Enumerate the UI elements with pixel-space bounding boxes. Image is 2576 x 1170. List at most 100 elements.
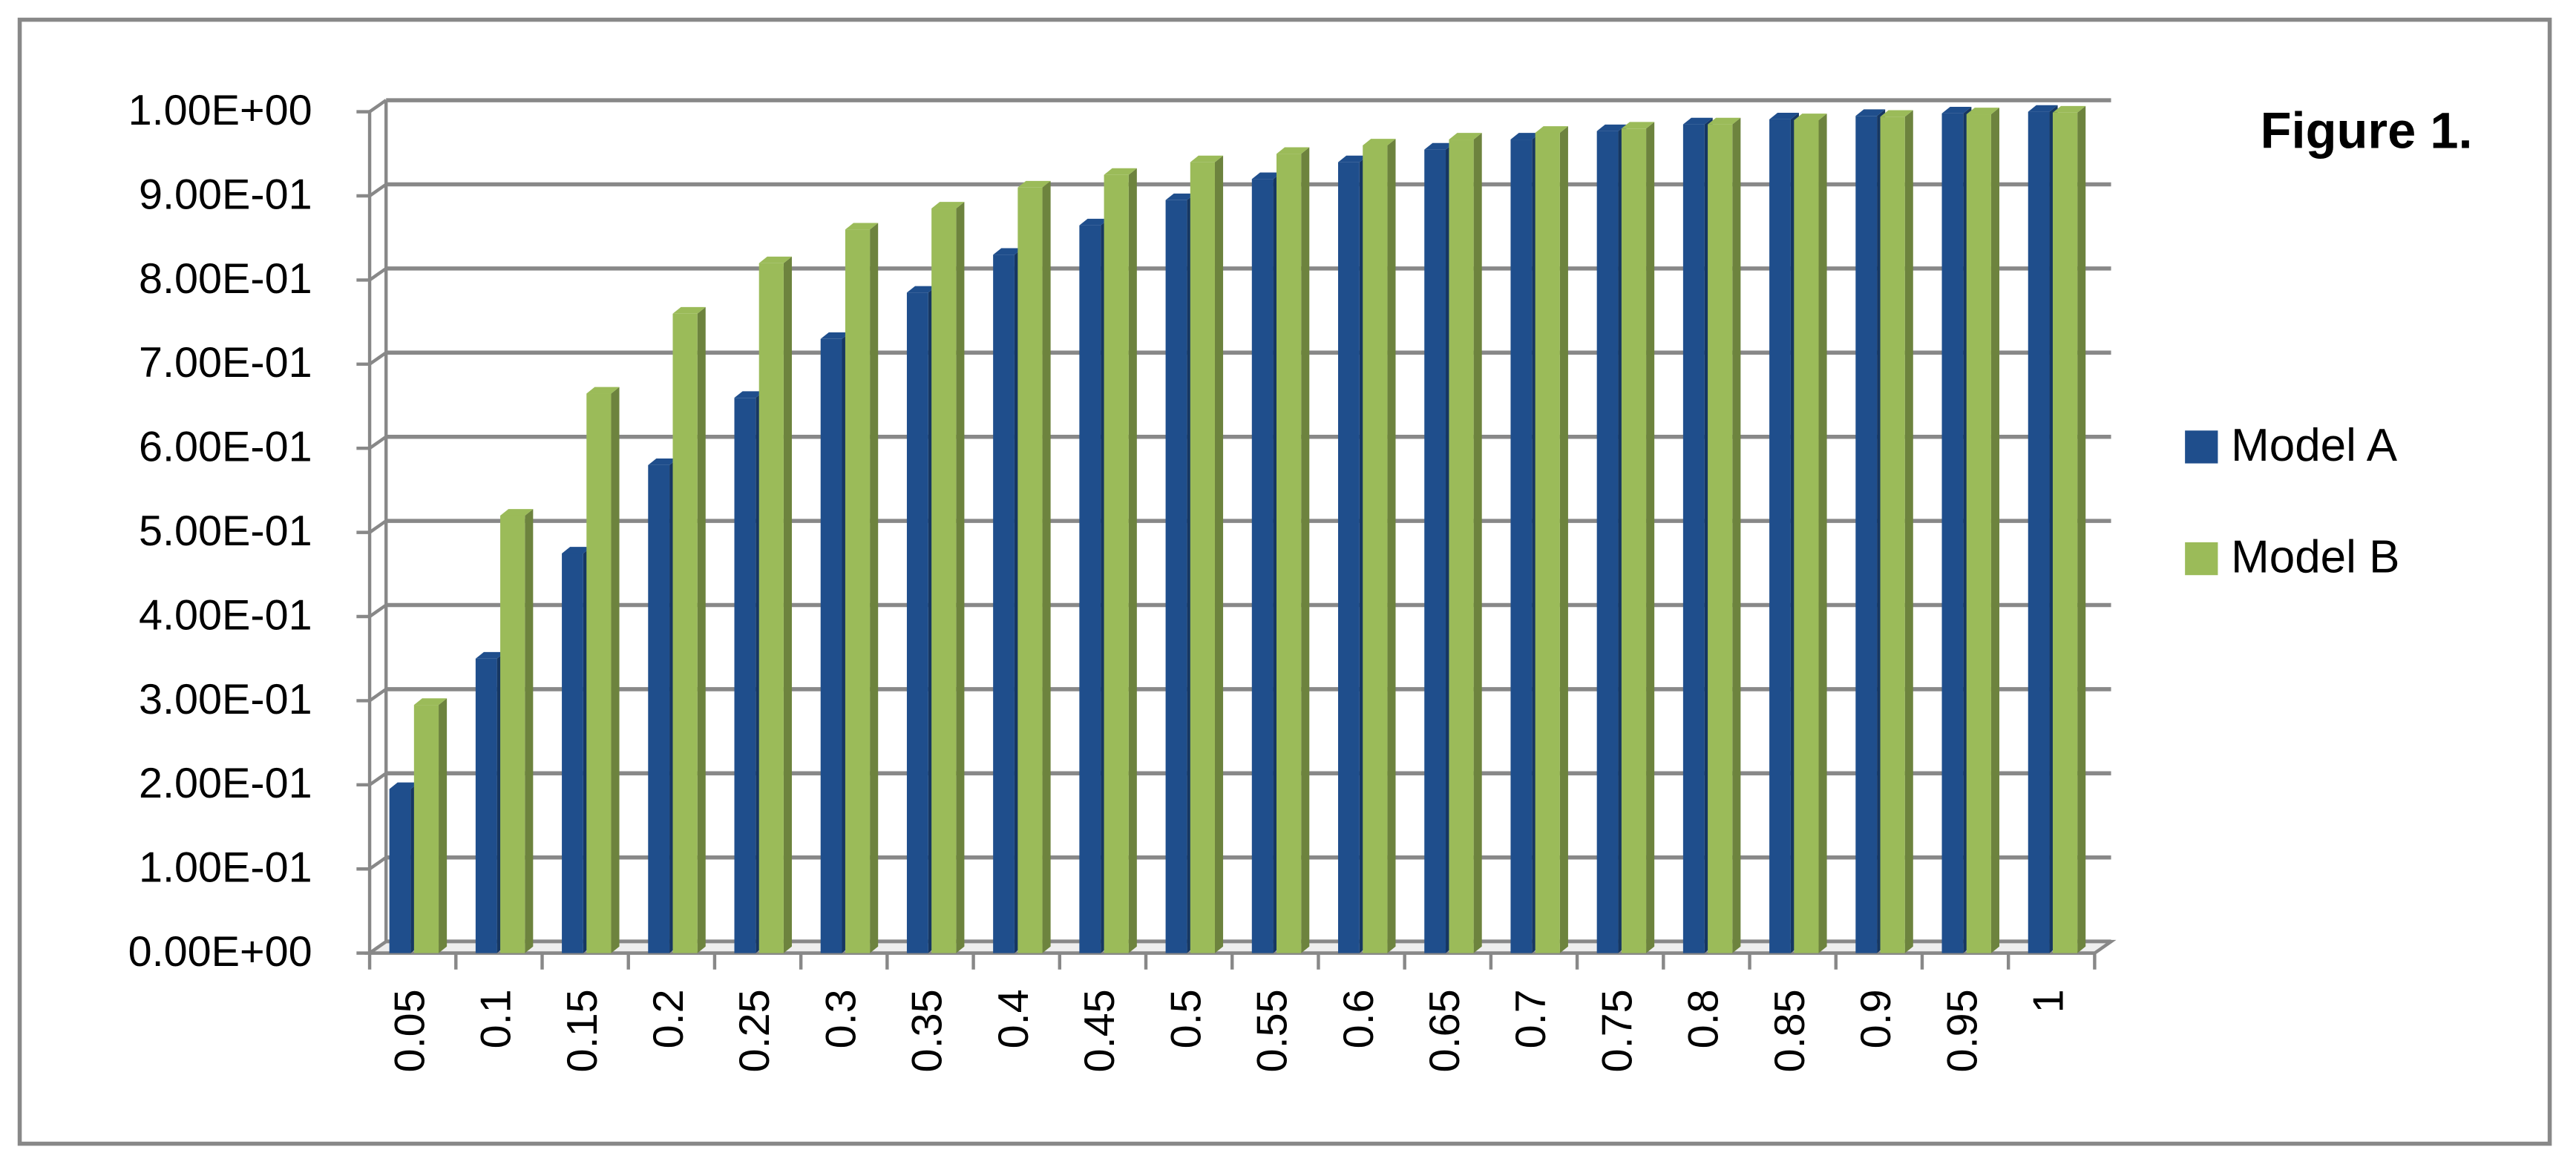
bar-top [500,509,534,516]
y-tick-label: 5.00E-01 [139,507,312,555]
bar-top [475,651,505,659]
bar [1855,116,1878,953]
bar [1017,187,1043,953]
bar [1794,119,1819,953]
bar-top [734,391,764,398]
bar-top [1708,117,1741,125]
bar-side [1473,133,1482,953]
grid-line [368,183,387,197]
bar-top [2028,105,2058,112]
bar [586,393,612,953]
bar-top [586,387,620,394]
y-tick-label: 3.00E-01 [139,676,312,723]
grid-line [368,267,387,282]
bar-side [697,306,706,953]
bar-top [1966,108,2000,115]
bar-top [1104,168,1137,175]
bar-side [611,387,620,953]
bar [1363,145,1388,953]
bar-top [1251,172,1282,180]
x-tick-label: 0.45 [1076,989,1124,1072]
x-tick-label: 0.3 [817,989,865,1048]
bar [1769,119,1791,953]
bar [734,398,756,953]
bar-side [1646,122,1655,953]
bar-top [672,306,706,314]
bar [2052,112,2078,953]
bar-top [993,248,1023,255]
x-tick-label: 0.9 [1852,989,1900,1048]
y-tick-label: 6.00E-01 [139,424,312,471]
x-tick-label: 0.7 [1507,989,1555,1048]
bar [1966,114,1991,953]
x-tick-label: 1 [2025,989,2073,1013]
bar [1510,139,1533,953]
bar-side [1990,108,2000,953]
x-tick-label: 0.35 [904,989,951,1072]
bar [1276,154,1302,953]
x-tick-label: 0.55 [1249,989,1297,1072]
bar [1079,225,1101,953]
bar-top [1190,155,1224,162]
legend-swatch [2185,430,2218,464]
bar-side [1214,155,1224,953]
bar [500,515,525,953]
bar-side [783,256,792,953]
bar [1449,139,1474,953]
bar [562,553,583,953]
x-tick-label: 0.95 [1938,989,1986,1072]
x-tick-label: 0.4 [990,989,1038,1048]
bar [820,338,842,953]
bar-top [413,698,448,706]
floor [364,939,2117,955]
bar [1880,116,1905,953]
bar [1190,162,1215,953]
bar [1596,131,1619,953]
y-tick-label: 4.00E-01 [139,591,312,639]
bar-top [1682,117,1713,125]
x-tick-label: 0.05 [386,989,433,1072]
bar-top [931,202,965,209]
bar-side [1128,168,1137,953]
grid-line [368,435,387,450]
y-tick-label: 9.00E-01 [139,171,312,218]
bar-side [1818,114,1827,953]
bar-top [758,256,792,263]
grid-line [368,99,387,114]
legend-swatch [2185,542,2218,576]
bar-side [439,698,448,953]
bar-top [1510,133,1541,140]
bar [931,208,957,953]
x-tick-label: 0.1 [473,989,520,1048]
bar-top [1769,112,1799,119]
bar-top [845,223,879,230]
bar-top [648,459,678,465]
bar-top [1880,110,1913,117]
bar [2028,111,2050,953]
bar-top [1794,114,1827,120]
bar [845,229,871,953]
bar-top [1017,180,1051,188]
grid-line [368,688,387,703]
x-tick-label: 0.85 [1766,989,1814,1072]
bar [475,658,497,953]
x-tick-label: 0.5 [1162,989,1210,1048]
x-tick-label: 0.8 [1680,989,1728,1048]
x-tick-label: 0.65 [1421,989,1469,1072]
bar-side [1042,180,1051,953]
bar-top [1338,155,1368,162]
y-tick-label: 8.00E-01 [139,255,312,303]
bar-top [1855,109,1886,116]
grid-line [368,351,387,366]
bar-top [820,332,851,339]
bar-top [389,782,419,789]
y-tick-label: 0.00E+00 [128,928,312,976]
bar-top [2052,105,2086,113]
bar-top [906,286,937,293]
bar [1338,162,1360,953]
x-tick-label: 0.15 [559,989,606,1072]
bar-top [1424,142,1455,150]
x-tick-label: 0.6 [1335,989,1383,1048]
